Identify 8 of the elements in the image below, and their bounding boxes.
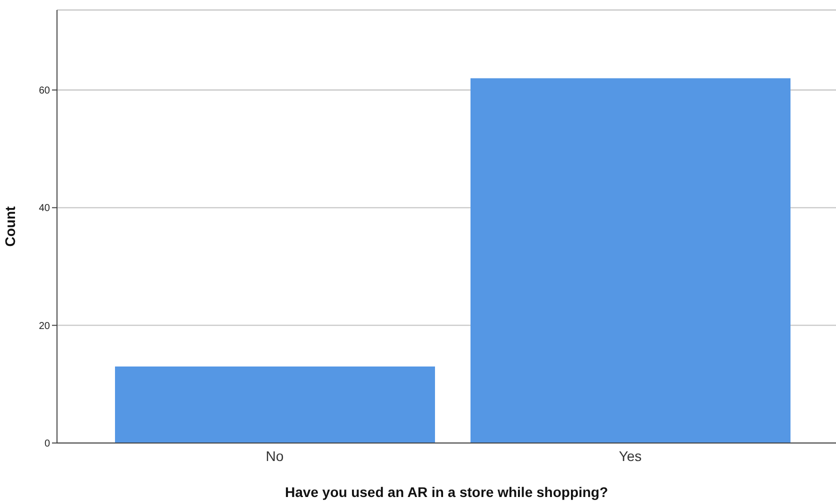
y-axis-title: Count <box>2 206 18 247</box>
y-tick-label: 60 <box>38 86 50 97</box>
y-tick-label: 0 <box>44 438 50 450</box>
y-tick-label: 40 <box>38 203 50 214</box>
x-tick-label: Yes <box>618 448 642 464</box>
x-tick-label: No <box>266 448 284 464</box>
y-tick-label: 20 <box>38 320 50 332</box>
x-axis-title: Have you used an AR in a store while shopping? <box>284 484 608 500</box>
